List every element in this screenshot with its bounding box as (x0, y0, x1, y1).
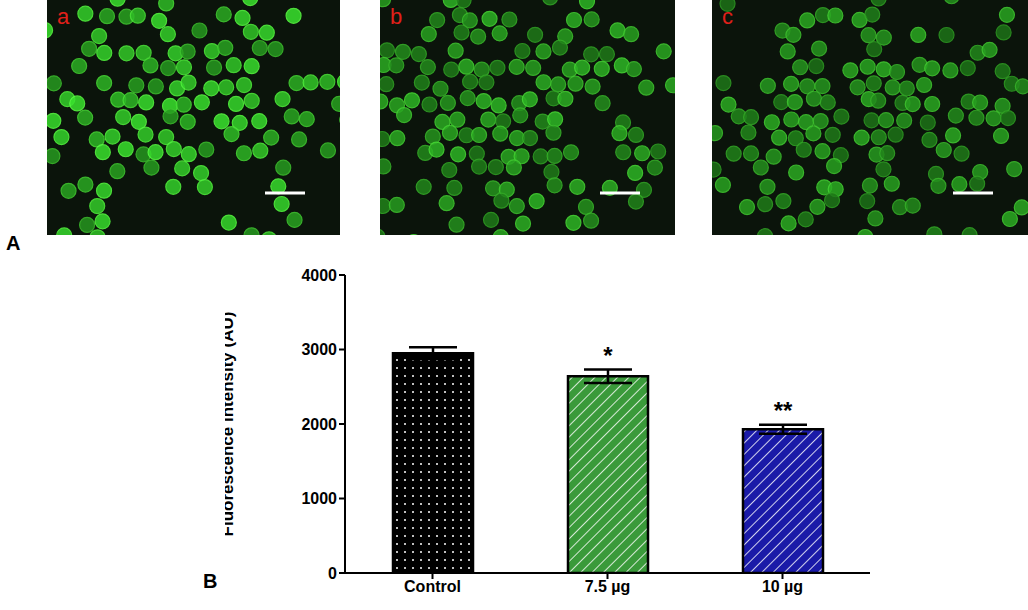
svg-text:2000: 2000 (301, 416, 337, 433)
svg-text:4000: 4000 (301, 267, 337, 284)
svg-text:Fluorescence intensity (AU): Fluorescence intensity (AU) (225, 312, 237, 537)
svg-text:3000: 3000 (301, 341, 337, 358)
html-text:A: A (6, 232, 21, 254)
svg-text:0: 0 (328, 565, 337, 582)
svg-text:10 µg: 10 µg (762, 578, 803, 595)
svg-text:Control: Control (404, 578, 461, 595)
html-text:B: B (203, 570, 218, 592)
html-text:c: c (722, 4, 733, 29)
svg-text:1000: 1000 (301, 490, 337, 507)
svg-text:7.5 µg: 7.5 µg (585, 578, 631, 595)
svg-text:**: ** (774, 397, 793, 424)
html-text:a: a (57, 4, 70, 29)
html-text:b: b (390, 4, 403, 29)
svg-text:*: * (603, 342, 613, 369)
